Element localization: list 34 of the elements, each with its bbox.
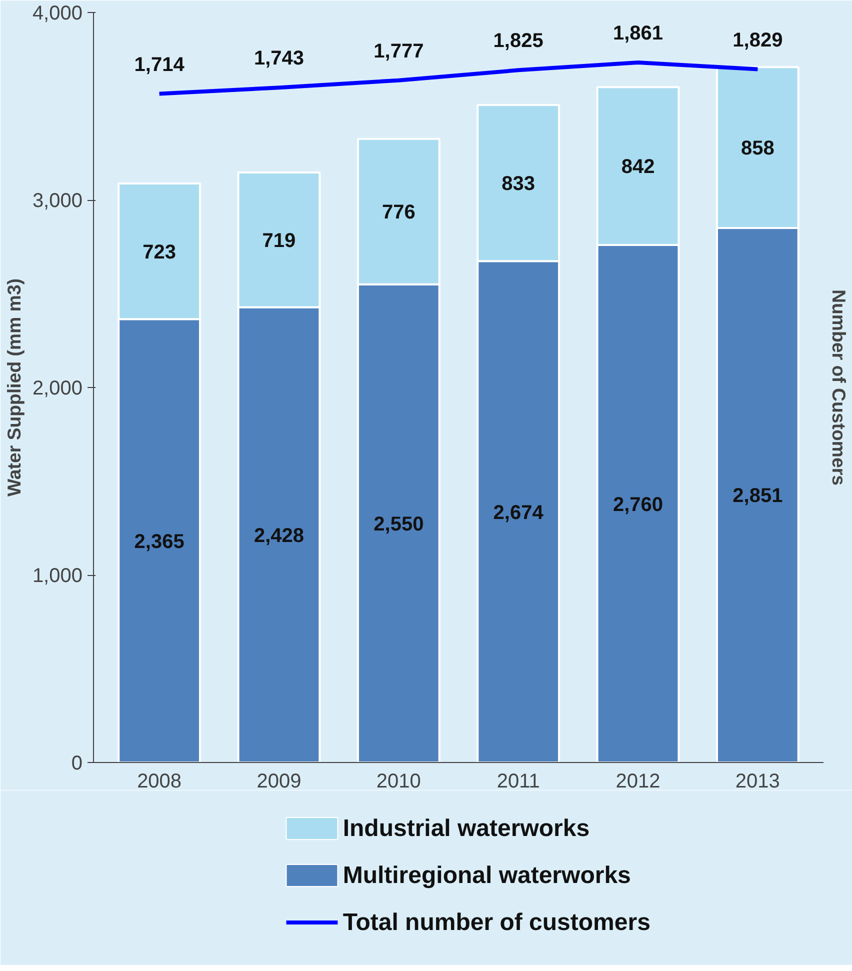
data-label: 1,829 bbox=[732, 29, 783, 52]
data-label: 2,428 bbox=[254, 524, 304, 547]
data-label: 2,674 bbox=[493, 502, 544, 524]
y2-axis-title: Number of Customers bbox=[828, 290, 850, 486]
data-label: 2,760 bbox=[612, 494, 664, 516]
x-tick-label: 2008 bbox=[137, 770, 182, 792]
data-label: 2,550 bbox=[374, 513, 424, 536]
data-label: 2,851 bbox=[732, 485, 783, 508]
data-label: 2,365 bbox=[134, 530, 184, 553]
y-tick-label: 2,000 bbox=[32, 378, 83, 400]
data-label: 1,777 bbox=[374, 40, 424, 62]
y-tick-label: 0 bbox=[71, 752, 82, 774]
data-label: 776 bbox=[382, 202, 416, 224]
x-tick-label: 2010 bbox=[376, 770, 421, 792]
y-tick-label: 3,000 bbox=[32, 190, 83, 212]
y-tick-label: 1,000 bbox=[32, 565, 83, 587]
y-tick-label: 4,000 bbox=[32, 2, 83, 24]
x-tick-label: 2011 bbox=[496, 770, 540, 792]
y-axis-title: Water Supplied (mm m3) bbox=[3, 278, 24, 497]
x-tick-label: 2012 bbox=[616, 770, 660, 792]
x-tick-label: 2009 bbox=[256, 770, 302, 792]
data-label: 1,714 bbox=[134, 54, 186, 76]
legend-label: Multiregional waterworks bbox=[342, 862, 631, 889]
data-label: 719 bbox=[262, 230, 296, 252]
data-label: 1,861 bbox=[612, 22, 664, 44]
data-label: 842 bbox=[621, 156, 655, 178]
data-label: 833 bbox=[502, 173, 536, 196]
data-label: 858 bbox=[740, 138, 774, 160]
x-tick-label: 2013 bbox=[735, 770, 780, 792]
legend-label: Industrial waterworks bbox=[342, 815, 590, 842]
data-label: 723 bbox=[142, 241, 176, 264]
data-label: 1,743 bbox=[254, 48, 304, 70]
legend-label: Total number of customers bbox=[342, 909, 650, 936]
data-label: 1,825 bbox=[493, 30, 544, 52]
